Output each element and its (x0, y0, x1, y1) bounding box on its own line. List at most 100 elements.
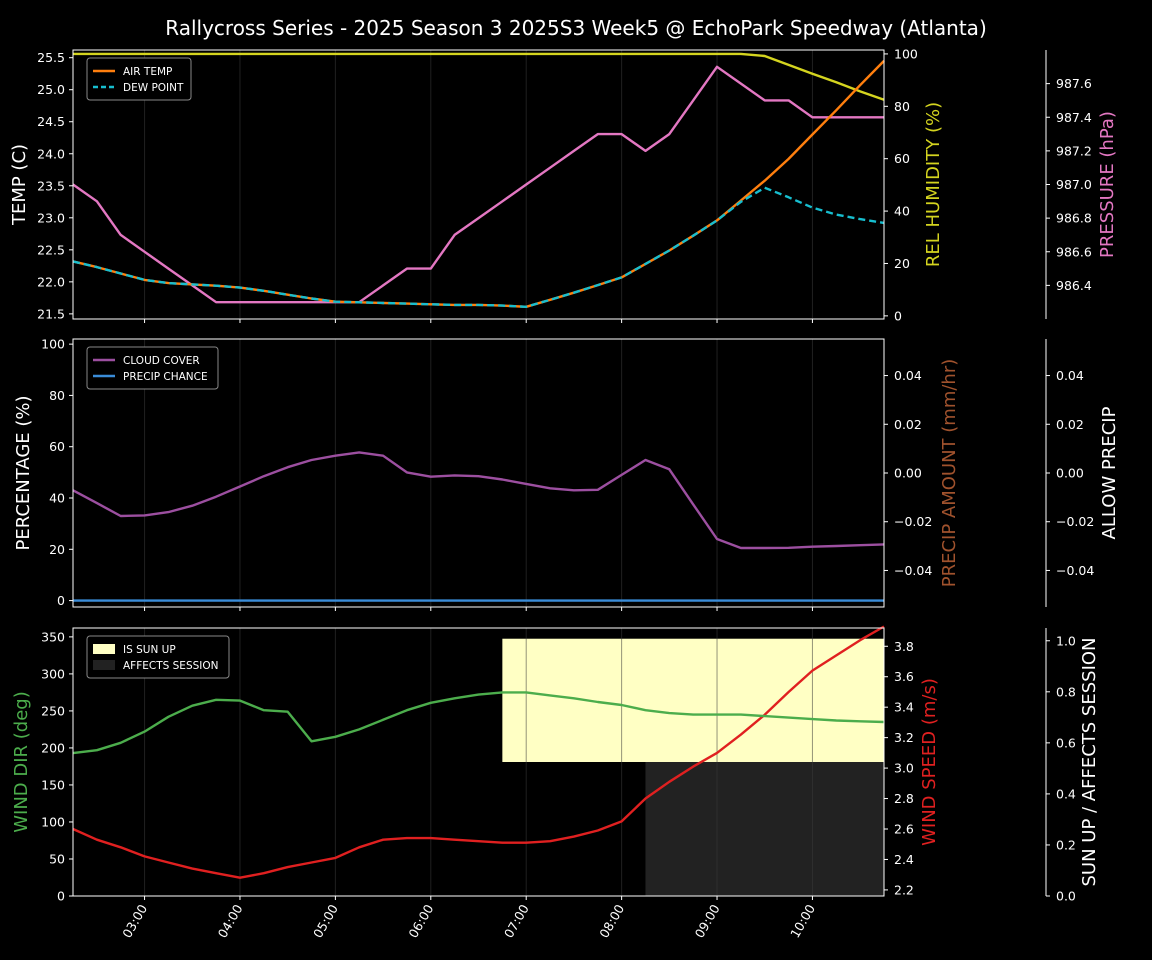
right-tick-label: 986.4 (1056, 278, 1092, 293)
right-tick-label: 987.4 (1056, 110, 1092, 125)
y-tick-label: 200 (41, 740, 65, 755)
legend-label: DEW POINT (123, 82, 184, 94)
legend-swatch (93, 660, 115, 670)
legend-label: AIR TEMP (123, 66, 172, 78)
y-tick-label: 300 (41, 666, 65, 681)
y-tick-label: 0 (57, 889, 65, 904)
y-tick-label: 24.0 (37, 146, 65, 161)
right-tick-label: 1.0 (1056, 633, 1076, 648)
y-tick-label: 350 (41, 629, 65, 644)
panel-1: 21.5 22.0 22.5 23.0 23.5 24.0 24.5 25.0 25.5 TEMP… (9, 46, 1118, 323)
series-line-pressure (72, 65, 884, 304)
series-line-wind-speed (72, 625, 885, 879)
right-axis-label: REL HUMIDITY (%) (923, 102, 944, 267)
right-tick-label: 80 (894, 99, 910, 114)
y-tick-label: 50 (49, 851, 65, 866)
legend-box (86, 346, 219, 390)
y-tick-label: 0 (57, 593, 65, 608)
y-tick-label: 22.5 (37, 242, 65, 257)
right-tick-label: 0.00 (1056, 466, 1084, 481)
y-tick-label: 100 (41, 337, 65, 352)
y-tick-label: 23.5 (37, 178, 65, 193)
right-axis-label: SUN UP / AFFECTS SESSION (1079, 637, 1100, 886)
series-line-cloud-cover (72, 451, 885, 550)
right-tick-label: 3.8 (894, 639, 914, 654)
y-axis-label: PERCENTAGE (%) (13, 395, 34, 550)
right-tick-label: 0.0 (1056, 889, 1076, 904)
y-axis-label: WIND DIR (deg) (11, 691, 32, 833)
right-tick-label: 986.8 (1056, 211, 1092, 226)
right-tick-label: 2.4 (894, 852, 914, 867)
y-tick-label: 20 (49, 542, 65, 557)
y-tick-label: 23.0 (37, 210, 65, 225)
right-tick-label: 0.04 (894, 368, 922, 383)
right-tick-label: 2.6 (894, 822, 914, 837)
right-tick-label: 986.6 (1056, 244, 1092, 259)
right-tick-label: 3.2 (894, 730, 914, 745)
right-axis-label: PRESSURE (hPa) (1097, 111, 1118, 258)
legend-box (86, 57, 192, 101)
right-tick-label: 0.04 (1056, 368, 1084, 383)
span-affects-session (645, 762, 884, 896)
right-axis-label: WIND SPEED (m/s) (919, 678, 940, 846)
y-tick-label: 24.5 (37, 114, 65, 129)
right-tick-label: 3.4 (894, 700, 914, 715)
right-tick-label: 2.8 (894, 791, 914, 806)
legend-label: CLOUD COVER (123, 355, 200, 367)
right-tick-label: 20 (894, 256, 910, 271)
legend-label: IS SUN UP (123, 644, 176, 656)
y-tick-label: 80 (49, 388, 65, 403)
right-tick-label: 3.6 (894, 669, 914, 684)
right-tick-label: 60 (894, 151, 910, 166)
right-tick-label: 0.6 (1056, 735, 1076, 750)
panel-2: 0 20 40 60 80 100 PERCENTAGE (%) −0.04 −0.02 0.00… (13, 337, 1120, 611)
legend: IS SUN UP AFFECTS SESSION (86, 635, 230, 679)
right-tick-label: −0.04 (894, 563, 932, 578)
right-tick-label: 0.2 (1056, 837, 1076, 852)
chart-title: Rallycross Series - 2025 Season 3 2025S3… (165, 16, 987, 40)
right-tick-label: 0.8 (1056, 684, 1076, 699)
y-tick-label: 100 (41, 814, 65, 829)
right-tick-label: −0.02 (894, 514, 932, 529)
right-tick-label: 2.2 (894, 882, 914, 897)
right-axis-label: PRECIP AMOUNT (mm/hr) (939, 359, 960, 588)
legend-label: AFFECTS SESSION (123, 660, 219, 672)
right-tick-label: 987.0 (1056, 177, 1092, 192)
right-tick-label: 0 (894, 308, 902, 323)
y-tick-label: 21.5 (37, 306, 65, 321)
y-tick-label: 25.0 (37, 82, 65, 97)
legend: CLOUD COVER PRECIP CHANCE (86, 346, 219, 390)
right-tick-label: 3.0 (894, 761, 914, 776)
right-tick-label: −0.04 (1056, 563, 1094, 578)
y-tick-label: 25.5 (37, 50, 65, 65)
right-tick-label: −0.02 (1056, 514, 1094, 529)
legend-label: PRECIP CHANCE (123, 371, 208, 383)
right-tick-label: 0.00 (894, 466, 922, 481)
y-tick-label: 22.0 (37, 274, 65, 289)
series-line-dew-point (72, 186, 885, 308)
y-tick-label: 150 (41, 777, 65, 792)
span-is-sun-up (502, 638, 884, 762)
panel-3: 0 50 100 150 200 250 300 350 WIND DIR (deg) 2.2 2.… (11, 625, 1100, 904)
legend-box (86, 635, 230, 679)
y-tick-label: 250 (41, 703, 65, 718)
y-tick-label: 40 (49, 491, 65, 506)
plot-frame (72, 49, 885, 320)
plot-frame (72, 627, 885, 897)
legend: AIR TEMP DEW POINT (86, 57, 192, 101)
right-tick-label: 40 (894, 204, 910, 219)
y-tick-label: 60 (49, 439, 65, 454)
right-tick-label: 0.02 (894, 417, 922, 432)
right-tick-label: 987.2 (1056, 143, 1092, 158)
right-axis-label: ALLOW PRECIP (1099, 406, 1120, 539)
right-tick-label: 987.6 (1056, 76, 1092, 91)
right-tick-label: 100 (894, 46, 918, 61)
y-axis-label: TEMP (C) (9, 144, 30, 226)
series-line-rel-humidity (73, 52, 885, 101)
series-line-wind-dir (72, 691, 885, 755)
right-tick-label: 0.4 (1056, 786, 1076, 801)
right-tick-label: 0.02 (1056, 417, 1084, 432)
legend-swatch (93, 644, 115, 654)
